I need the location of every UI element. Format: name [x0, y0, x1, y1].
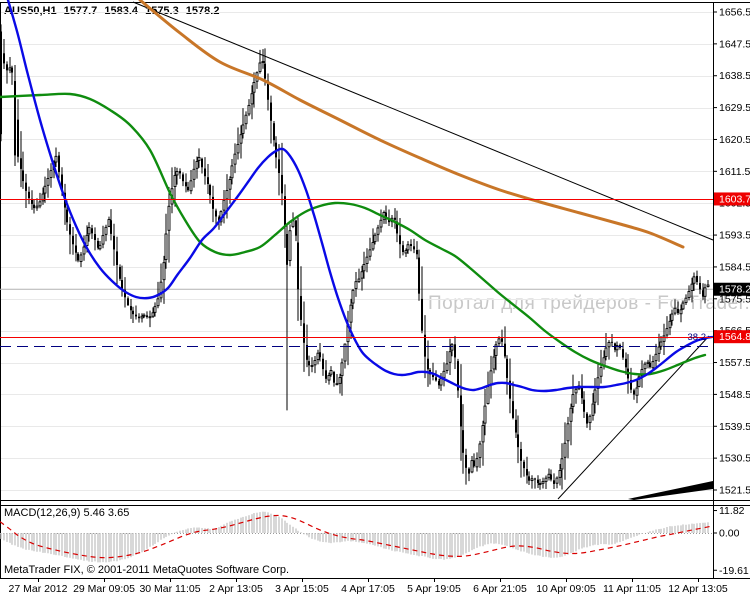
- svg-text:6 Apr 21:05: 6 Apr 21:05: [473, 583, 527, 595]
- low-value: 1575.3: [145, 5, 179, 17]
- svg-text:1530.5: 1530.5: [719, 453, 750, 465]
- ma-slow-orange[interactable]: [138, 0, 685, 249]
- broker-watermark: Портал для трейдеров - ForTrader.ru: [428, 293, 750, 314]
- svg-text:4 Apr 17:05: 4 Apr 17:05: [341, 583, 395, 595]
- svg-text:12 Apr 13:05: 12 Apr 13:05: [668, 583, 728, 595]
- svg-text:1584.5: 1584.5: [719, 261, 750, 273]
- svg-text:1593.5: 1593.5: [719, 230, 750, 242]
- svg-text:30 Mar 11:05: 30 Mar 11:05: [139, 583, 200, 595]
- svg-text:11 Apr 11:05: 11 Apr 11:05: [603, 583, 661, 595]
- svg-text:27 Mar 2012: 27 Mar 2012: [9, 583, 68, 595]
- svg-text:1603.7: 1603.7: [719, 193, 750, 205]
- svg-text:1564.8: 1564.8: [719, 331, 750, 343]
- svg-text:1638.5: 1638.5: [719, 70, 750, 82]
- macd-indicator-label: MACD(12,26,9) 5.46 3.65: [4, 507, 130, 519]
- descending-trendline[interactable]: [132, 1, 714, 241]
- svg-text:1620.5: 1620.5: [719, 134, 750, 146]
- svg-text:1575.5: 1575.5: [719, 293, 750, 305]
- svg-text:1521.5: 1521.5: [719, 485, 750, 497]
- thick-wedge-line[interactable]: [628, 481, 713, 500]
- ma-fast-blue[interactable]: [6, 0, 714, 393]
- svg-text:1539.5: 1539.5: [719, 421, 750, 433]
- svg-text:2 Apr 13:05: 2 Apr 13:05: [209, 583, 263, 595]
- ma-mid-green[interactable]: [0, 92, 707, 376]
- svg-text:1548.5: 1548.5: [719, 389, 750, 401]
- svg-text:-19.61: -19.61: [719, 565, 749, 577]
- svg-text:10 Apr 09:05: 10 Apr 09:05: [536, 583, 596, 595]
- open-value: 1577.7: [63, 5, 98, 17]
- symbol-period-label: AUS50,H1: [4, 5, 57, 17]
- svg-text:1557.5: 1557.5: [719, 357, 750, 369]
- svg-text:3 Apr 15:05: 3 Apr 15:05: [275, 583, 329, 595]
- copyright-label: MetaTrader FIX, © 2001-2011 MetaQuotes S…: [4, 564, 290, 576]
- price-badge: [714, 282, 750, 296]
- svg-text:29 Mar 09:05: 29 Mar 09:05: [73, 583, 135, 595]
- svg-text:11.82: 11.82: [719, 505, 745, 517]
- svg-text:1656.5: 1656.5: [719, 7, 750, 19]
- chart-ohlc-header: AUS50,H1 1577.7 1583.4 1575.3 1578.2: [4, 5, 223, 17]
- svg-text:1647.5: 1647.5: [719, 38, 750, 50]
- close-value: 1578.2: [185, 5, 220, 17]
- high-value: 1583.4: [104, 5, 139, 17]
- svg-text:1611.5: 1611.5: [719, 166, 750, 178]
- macd-signal-line[interactable]: [0, 514, 713, 559]
- svg-text:1578.2: 1578.2: [719, 284, 750, 296]
- svg-text:1629.5: 1629.5: [719, 102, 750, 114]
- fibonacci-382-label: 38.2: [687, 332, 707, 343]
- macd-panel: [0, 511, 713, 563]
- price-axis-badges: 1603.7 1578.2 1564.8: [714, 192, 750, 344]
- moving-averages: [0, 0, 714, 393]
- grid-and-borders: [0, 2, 750, 579]
- price-badge: [714, 330, 750, 344]
- price-badge: [714, 192, 750, 206]
- candles-series: [0, 24, 710, 490]
- svg-text:5 Apr 19:05: 5 Apr 19:05: [407, 583, 461, 595]
- svg-text:0.00: 0.00: [719, 528, 740, 540]
- level-lines[interactable]: [0, 198, 713, 348]
- axis-texts: 1656.51647.51638.51629.51620.51611.51602…: [9, 7, 750, 596]
